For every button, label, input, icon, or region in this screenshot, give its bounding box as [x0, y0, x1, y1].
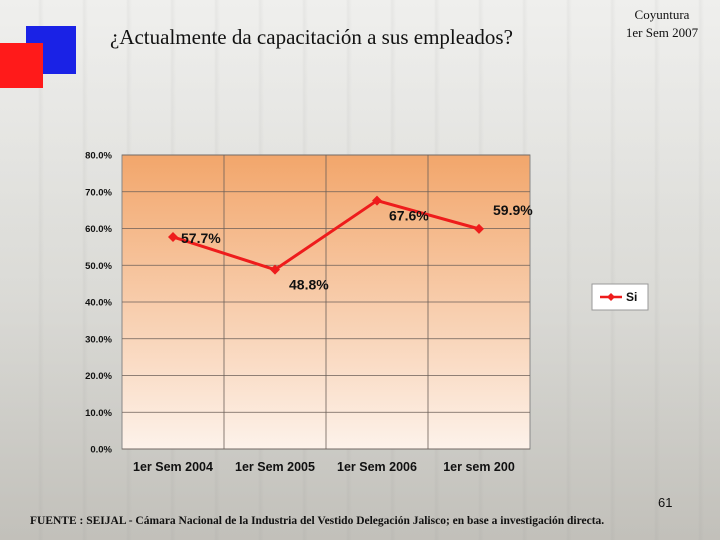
- data-label: 57.7%: [181, 230, 221, 246]
- data-label: 59.9%: [493, 202, 533, 218]
- y-tick-label: 80.0%: [85, 151, 112, 162]
- y-tick-label: 60.0%: [85, 224, 112, 235]
- x-tick-label: 1er sem 200: [443, 460, 515, 474]
- legend: Si: [591, 283, 649, 311]
- y-tick-label: 40.0%: [85, 298, 112, 309]
- series-line-si: [172, 199, 480, 272]
- slide-title: ¿Actualmente da capacitación a sus emple…: [110, 25, 513, 49]
- data-label: 48.8%: [289, 277, 329, 293]
- period-label-line1: Coyuntura: [634, 7, 690, 22]
- decorative-red-square: [0, 43, 43, 88]
- data-point: [270, 264, 280, 275]
- data-point: [372, 195, 382, 206]
- data-point: [168, 231, 178, 242]
- period-label-line2: 1er Sem 2007: [625, 25, 699, 40]
- period-label: Coyuntura 1er Sem 2007: [612, 6, 712, 42]
- y-tick-label: 0.0%: [90, 445, 112, 456]
- page-number: 61: [658, 495, 673, 510]
- data-label: 67.6%: [389, 208, 429, 224]
- y-tick-label: 20.0%: [85, 371, 112, 382]
- y-tick-label: 50.0%: [85, 261, 112, 272]
- legend-marker: [607, 293, 615, 301]
- x-tick-label: 1er Sem 2006: [337, 460, 417, 474]
- x-tick-label: 1er Sem 2005: [235, 460, 315, 474]
- y-tick-label: 30.0%: [85, 334, 112, 345]
- legend-label: Si: [626, 290, 637, 304]
- source-note: FUENTE : SEIJAL - Cámara Nacional de la …: [30, 515, 605, 527]
- data-point: [474, 223, 484, 234]
- y-tick-label: 10.0%: [85, 408, 112, 419]
- y-tick-label: 70.0%: [85, 187, 112, 198]
- x-tick-label: 1er Sem 2004: [133, 460, 213, 474]
